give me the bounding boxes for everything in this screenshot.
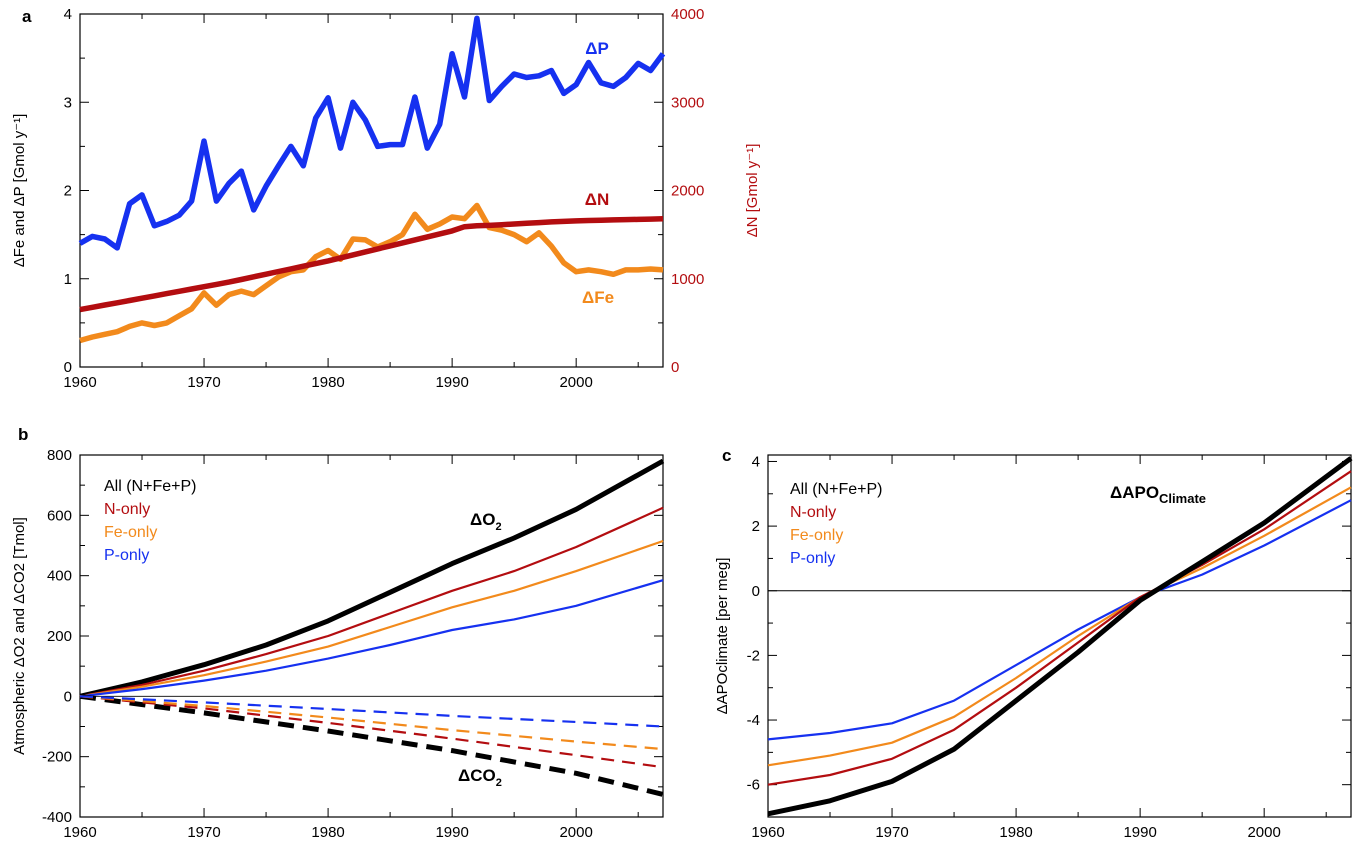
- x-tick-label: 1960: [751, 824, 784, 841]
- y-axis-label: Atmospheric ΔO2 and ΔCO2 [Tmol]: [11, 517, 28, 755]
- x-tick-label: 1980: [311, 824, 344, 841]
- y-tick-label: 4: [752, 453, 760, 470]
- legend-entry-fe: Fe-only: [790, 527, 843, 544]
- series-line-fe: [767, 486, 1352, 767]
- x-tick-label: 2000: [1247, 824, 1280, 841]
- series-line-n-co2: [79, 695, 664, 769]
- y-tick-label: -4: [747, 712, 760, 729]
- series-line-p-co2: [79, 695, 664, 728]
- x-tick-label: 1990: [1123, 824, 1156, 841]
- series-line-n: [79, 215, 664, 313]
- panel-a: a 1960 1970 1980 1990 2000 0 1 2 3 4 0 1000 2000 3000 4…: [11, 6, 761, 391]
- y2-axis-label: ΔN [Gmol y⁻¹]: [744, 144, 761, 238]
- y-axis-label: ΔFe and ΔP [Gmol y⁻¹]: [11, 114, 28, 268]
- series-line-n: [767, 470, 1352, 786]
- annotation-co2: ΔCO2: [458, 766, 502, 789]
- annotation-apo: ΔAPOClimate: [1110, 483, 1206, 506]
- plot-frame: [79, 13, 664, 368]
- legend-entry-n: N-only: [790, 504, 836, 521]
- y2-tick-label: 3000: [671, 94, 704, 111]
- x-tick-label: 1980: [999, 824, 1032, 841]
- series-line-fe: [79, 202, 664, 344]
- annotation-o2: ΔO2: [470, 510, 502, 533]
- panel-a-label: a: [22, 7, 32, 26]
- legend-entry-p: P-only: [104, 547, 149, 564]
- series-label-fe: ΔFe: [582, 288, 614, 307]
- legend-entry-fe: Fe-only: [104, 524, 157, 541]
- series-label-n: ΔN: [585, 190, 610, 209]
- y-tick-label: 0: [64, 688, 72, 705]
- panel-b: b 1960 1970 1980 1990 2000 -400 -200 0 200 400 600 8…: [11, 425, 665, 841]
- y2-tick-label: 0: [671, 359, 679, 376]
- y-tick-label: 1: [64, 271, 72, 288]
- annotation-co2-subscript: 2: [496, 777, 502, 789]
- y-tick-label: 600: [47, 507, 72, 524]
- series-line-p: [767, 499, 1352, 741]
- series-label-p: ΔP: [585, 39, 609, 58]
- y-tick-label: 800: [47, 447, 72, 464]
- y-tick-label: 3: [64, 94, 72, 111]
- y-tick-label: 0: [64, 359, 72, 376]
- legend-entry-p: P-only: [790, 550, 835, 567]
- y2-tick-label: 2000: [671, 183, 704, 200]
- series-line-fe-o2: [79, 539, 664, 698]
- y-tick-label: 2: [64, 183, 72, 200]
- x-tick-label: 1960: [63, 374, 96, 391]
- series-line-all: [767, 456, 1353, 817]
- y-axis-label: ΔAPOclimate [per meg]: [714, 558, 731, 715]
- series-line-fe-co2: [79, 695, 664, 751]
- legend-entry-n: N-only: [104, 501, 150, 518]
- y-tick-label: -200: [42, 749, 72, 766]
- annotation-apo-subscript: Climate: [1159, 491, 1206, 506]
- y2-tick-label: 4000: [671, 6, 704, 23]
- y2-tick-label: 1000: [671, 271, 704, 288]
- y-tick-label: 400: [47, 568, 72, 585]
- series-line-p: [78, 15, 666, 251]
- y-tick-label: 200: [47, 628, 72, 645]
- panel-b-label: b: [18, 425, 28, 444]
- panel-c: c 1960 1970 1980 1990 2000 -6 -4 -2 0 2 4 ΔAPOclimat…: [714, 446, 1353, 841]
- panel-c-label: c: [722, 446, 731, 465]
- y-tick-label: 0: [752, 583, 760, 600]
- x-tick-label: 1970: [187, 824, 220, 841]
- y-tick-label: 4: [64, 6, 72, 23]
- y-tick-label: -6: [747, 777, 760, 794]
- y-tick-label: 2: [752, 518, 760, 535]
- x-tick-label: 1970: [875, 824, 908, 841]
- plot-frame: [767, 454, 1352, 818]
- x-tick-label: 1980: [311, 374, 344, 391]
- series-line-n-o2: [79, 506, 664, 698]
- annotation-o2-subscript: 2: [495, 521, 501, 533]
- series-line-all-co2: [79, 693, 664, 797]
- x-tick-label: 1970: [187, 374, 220, 391]
- legend-entry-all: All (N+Fe+P): [104, 478, 196, 495]
- x-tick-label: 1990: [435, 374, 468, 391]
- x-tick-label: 1990: [435, 824, 468, 841]
- x-tick-label: 2000: [559, 374, 592, 391]
- y-tick-label: -2: [747, 647, 760, 664]
- x-tick-label: 2000: [559, 824, 592, 841]
- series-line-p-o2: [79, 579, 664, 698]
- y-tick-label: -400: [42, 809, 72, 826]
- series-line-all-o2: [79, 458, 665, 699]
- x-tick-label: 1960: [63, 824, 96, 841]
- legend-entry-all: All (N+Fe+P): [790, 481, 882, 498]
